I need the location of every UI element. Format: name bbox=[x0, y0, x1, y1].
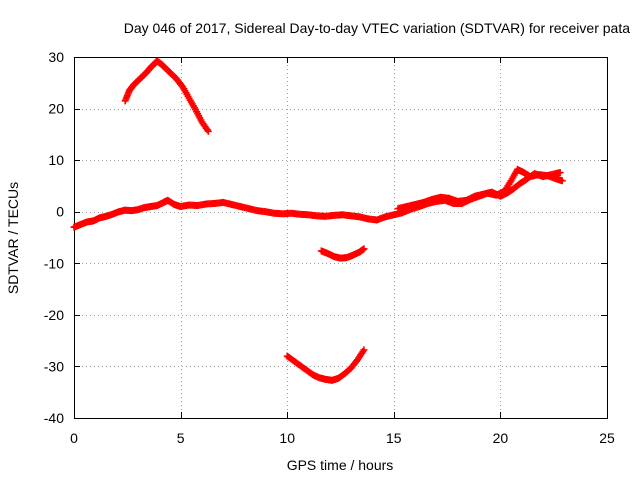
x-tick-label: 5 bbox=[177, 430, 185, 446]
series-arc-minus-8 bbox=[317, 245, 368, 262]
x-tick-label: 0 bbox=[70, 430, 78, 446]
data-point-marker bbox=[360, 245, 368, 253]
x-tick-label: 10 bbox=[279, 430, 295, 446]
y-axis-label: SDTVAR / TECUs bbox=[5, 182, 21, 294]
x-axis-label: GPS time / hours bbox=[287, 457, 394, 473]
y-tick-label: -30 bbox=[44, 358, 64, 374]
y-tick-label: 20 bbox=[48, 101, 64, 117]
series-arc-upper-2 bbox=[394, 169, 564, 213]
series-arc-minus-30 bbox=[283, 346, 368, 384]
x-tick-label: 25 bbox=[599, 430, 615, 446]
data-point-marker bbox=[360, 346, 368, 354]
y-tick-label: -10 bbox=[44, 255, 64, 271]
x-tick-labels: 0 5 10 15 20 25 bbox=[70, 430, 615, 446]
series-arc-main bbox=[70, 165, 566, 231]
x-tick-label: 15 bbox=[386, 430, 402, 446]
plot-frame bbox=[74, 57, 608, 419]
series-arc-high-morning bbox=[121, 57, 212, 135]
data-point-marker bbox=[204, 127, 212, 135]
chart-title: Day 046 of 2017, Sidereal Day-to-day VTE… bbox=[124, 20, 631, 36]
grid-lines bbox=[74, 57, 607, 418]
y-tick-label: 30 bbox=[48, 49, 64, 65]
y-tick-labels: -40 -30 -20 -10 0 10 20 30 bbox=[44, 49, 64, 426]
data-point-marker bbox=[558, 177, 566, 185]
axis-ticks bbox=[74, 57, 608, 419]
data-point-marker bbox=[556, 169, 564, 177]
y-tick-label: 0 bbox=[56, 204, 64, 220]
data-series bbox=[70, 57, 566, 384]
y-tick-label: -40 bbox=[44, 410, 64, 426]
x-tick-label: 20 bbox=[493, 430, 509, 446]
y-tick-label: 10 bbox=[48, 152, 64, 168]
y-tick-label: -20 bbox=[44, 307, 64, 323]
